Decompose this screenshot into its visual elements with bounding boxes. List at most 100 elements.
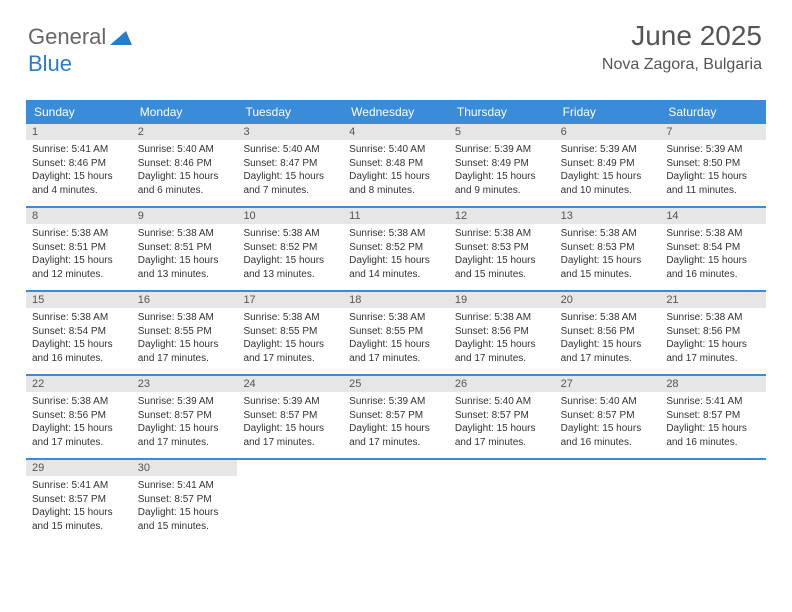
sunrise-line: Sunrise: 5:41 AM [138,479,232,493]
day-number: 8 [26,208,132,224]
calendar-day-cell: 19Sunrise: 5:38 AMSunset: 8:56 PMDayligh… [449,292,555,374]
calendar-week-row: 29Sunrise: 5:41 AMSunset: 8:57 PMDayligh… [26,458,766,542]
logo: General Blue [28,24,132,77]
sunset-line: Sunset: 8:50 PM [666,157,760,171]
sunset-line: Sunset: 8:54 PM [32,325,126,339]
sunset-line: Sunset: 8:55 PM [349,325,443,339]
sunset-line: Sunset: 8:48 PM [349,157,443,171]
title-location: Nova Zagora, Bulgaria [602,56,762,74]
sunrise-line: Sunrise: 5:40 AM [349,143,443,157]
day-body: Sunrise: 5:39 AMSunset: 8:50 PMDaylight:… [660,140,766,203]
daylight-line: Daylight: 15 hours and 17 minutes. [561,338,655,365]
sunrise-line: Sunrise: 5:38 AM [138,227,232,241]
daylight-line: Daylight: 15 hours and 10 minutes. [561,170,655,197]
calendar-week-row: 15 Sunrise: 5:38 AM Sunset: 8:54 PM Dayligh… [26,290,766,374]
day-body: Sunrise: 5:38 AMSunset: 8:55 PMDaylight:… [132,308,238,371]
sunset-line: Sunset: 8:53 PM [455,241,549,255]
sunset-line: Sunset: 8:49 PM [561,157,655,171]
calendar-day-cell: 21Sunrise: 5:38 AMSunset: 8:56 PMDayligh… [660,292,766,374]
sunrise-line: Sunrise: 5:38 AM [561,227,655,241]
daylight-line: Daylight: 15 hours and 17 minutes. [455,422,549,449]
sunrise-line: Sunrise: 5:38 AM [455,311,549,325]
daylight-line: Daylight: 15 hours and 17 minutes. [243,422,337,449]
day-body: Sunrise: 5:39 AMSunset: 8:57 PMDaylight:… [132,392,238,455]
sunset-line: Sunset: 8:56 PM [561,325,655,339]
sunrise-line: Sunrise: 5:39 AM [243,395,337,409]
calendar-grid: SundayMondayTuesdayWednesdayThursdayFrid… [26,100,766,542]
daylight-line: Daylight: 15 hours and 17 minutes. [243,338,337,365]
calendar-header-cell: Thursday [449,100,555,124]
sunset-line: Sunset: 8:57 PM [349,409,443,423]
calendar-day-cell: 10Sunrise: 5:38 AMSunset: 8:52 PMDayligh… [237,208,343,290]
calendar-day-cell: 3Sunrise: 5:40 AMSunset: 8:47 PMDaylight… [237,124,343,206]
sunset-line: Sunset: 8:55 PM [243,325,337,339]
day-number: 15 [26,292,132,308]
day-number: 2 [132,124,238,140]
daylight-line: Daylight: 15 hours and 16 minutes. [666,254,760,281]
logo-text-blue: Blue [28,51,72,76]
day-number: 16 [132,292,238,308]
sunrise-line: Sunrise: 5:38 AM [561,311,655,325]
day-number: 30 [132,460,238,476]
day-number: 29 [26,460,132,476]
day-body: Sunrise: 5:40 AMSunset: 8:57 PMDaylight:… [555,392,661,455]
sunset-line: Sunset: 8:56 PM [455,325,549,339]
calendar-day-cell: 27Sunrise: 5:40 AMSunset: 8:57 PMDayligh… [555,376,661,458]
calendar-day-cell: 16Sunrise: 5:38 AMSunset: 8:55 PMDayligh… [132,292,238,374]
calendar-day-cell: 6Sunrise: 5:39 AMSunset: 8:49 PMDaylight… [555,124,661,206]
calendar-day-cell [343,460,449,542]
sunrise-line: Sunrise: 5:40 AM [455,395,549,409]
sunrise-line: Sunrise: 5:38 AM [32,395,126,409]
day-number: 1 [26,124,132,140]
sunrise-line: Sunrise: 5:41 AM [666,395,760,409]
sunrise-line: Sunrise: 5:41 AM [32,479,126,493]
day-body: Sunrise: 5:41 AMSunset: 8:57 PMDaylight:… [660,392,766,455]
sunset-line: Sunset: 8:52 PM [349,241,443,255]
day-body: Sunrise: 5:39 AMSunset: 8:49 PMDaylight:… [449,140,555,203]
sunrise-line: Sunrise: 5:40 AM [561,395,655,409]
day-body: Sunrise: 5:38 AMSunset: 8:54 PMDaylight:… [660,224,766,287]
calendar-day-cell: 18Sunrise: 5:38 AMSunset: 8:55 PMDayligh… [343,292,449,374]
daylight-line: Daylight: 15 hours and 12 minutes. [32,254,126,281]
sunrise-line: Sunrise: 5:39 AM [349,395,443,409]
calendar-day-cell: 17Sunrise: 5:38 AMSunset: 8:55 PMDayligh… [237,292,343,374]
daylight-line: Daylight: 15 hours and 13 minutes. [243,254,337,281]
day-body: Sunrise: 5:38 AMSunset: 8:51 PMDaylight:… [132,224,238,287]
sunrise-line: Sunrise: 5:38 AM [138,311,232,325]
calendar-header-cell: Saturday [660,100,766,124]
sunrise-line: Sunrise: 5:39 AM [666,143,760,157]
day-number: 26 [449,376,555,392]
day-body: Sunrise: 5:38 AMSunset: 8:52 PMDaylight:… [343,224,449,287]
sunrise-line: Sunrise: 5:41 AM [32,143,126,157]
day-body: Sunrise: 5:38 AMSunset: 8:56 PMDaylight:… [555,308,661,371]
daylight-line: Daylight: 15 hours and 16 minutes. [561,422,655,449]
day-number: 21 [660,292,766,308]
sunrise-line: Sunrise: 5:39 AM [138,395,232,409]
day-number: 18 [343,292,449,308]
calendar-day-cell: 24Sunrise: 5:39 AMSunset: 8:57 PMDayligh… [237,376,343,458]
day-body: Sunrise: 5:40 AMSunset: 8:47 PMDaylight:… [237,140,343,203]
calendar-week-row: 1Sunrise: 5:41 AMSunset: 8:46 PMDaylight… [26,124,766,206]
day-number: 25 [343,376,449,392]
calendar-week-row: 8Sunrise: 5:38 AMSunset: 8:51 PMDaylight… [26,206,766,290]
day-number: 20 [555,292,661,308]
calendar-header-cell: Friday [555,100,661,124]
day-body: Sunrise: 5:38 AMSunset: 8:53 PMDaylight:… [449,224,555,287]
daylight-line: Daylight: 15 hours and 15 minutes. [138,506,232,533]
sunset-line: Sunset: 8:57 PM [32,493,126,507]
daylight-line: Daylight: 15 hours and 17 minutes. [349,338,443,365]
logo-triangle-icon [110,25,132,51]
sunset-line: Sunset: 8:51 PM [32,241,126,255]
calendar-day-cell: 15Sunrise: 5:38 AMSunset: 8:54 PMDayligh… [26,292,132,374]
day-body: Sunrise: 5:39 AMSunset: 8:49 PMDaylight:… [555,140,661,203]
sunrise-line: Sunrise: 5:38 AM [666,311,760,325]
sunset-line: Sunset: 8:57 PM [666,409,760,423]
calendar-day-cell: 14Sunrise: 5:38 AMSunset: 8:54 PMDayligh… [660,208,766,290]
sunrise-line: Sunrise: 5:40 AM [243,143,337,157]
day-body: Sunrise: 5:38 AMSunset: 8:56 PMDaylight:… [26,392,132,455]
day-body: Sunrise: 5:41 AMSunset: 8:57 PMDaylight:… [132,476,238,539]
daylight-line: Daylight: 15 hours and 17 minutes. [138,338,232,365]
sunset-line: Sunset: 8:56 PM [32,409,126,423]
day-number: 19 [449,292,555,308]
day-number: 12 [449,208,555,224]
